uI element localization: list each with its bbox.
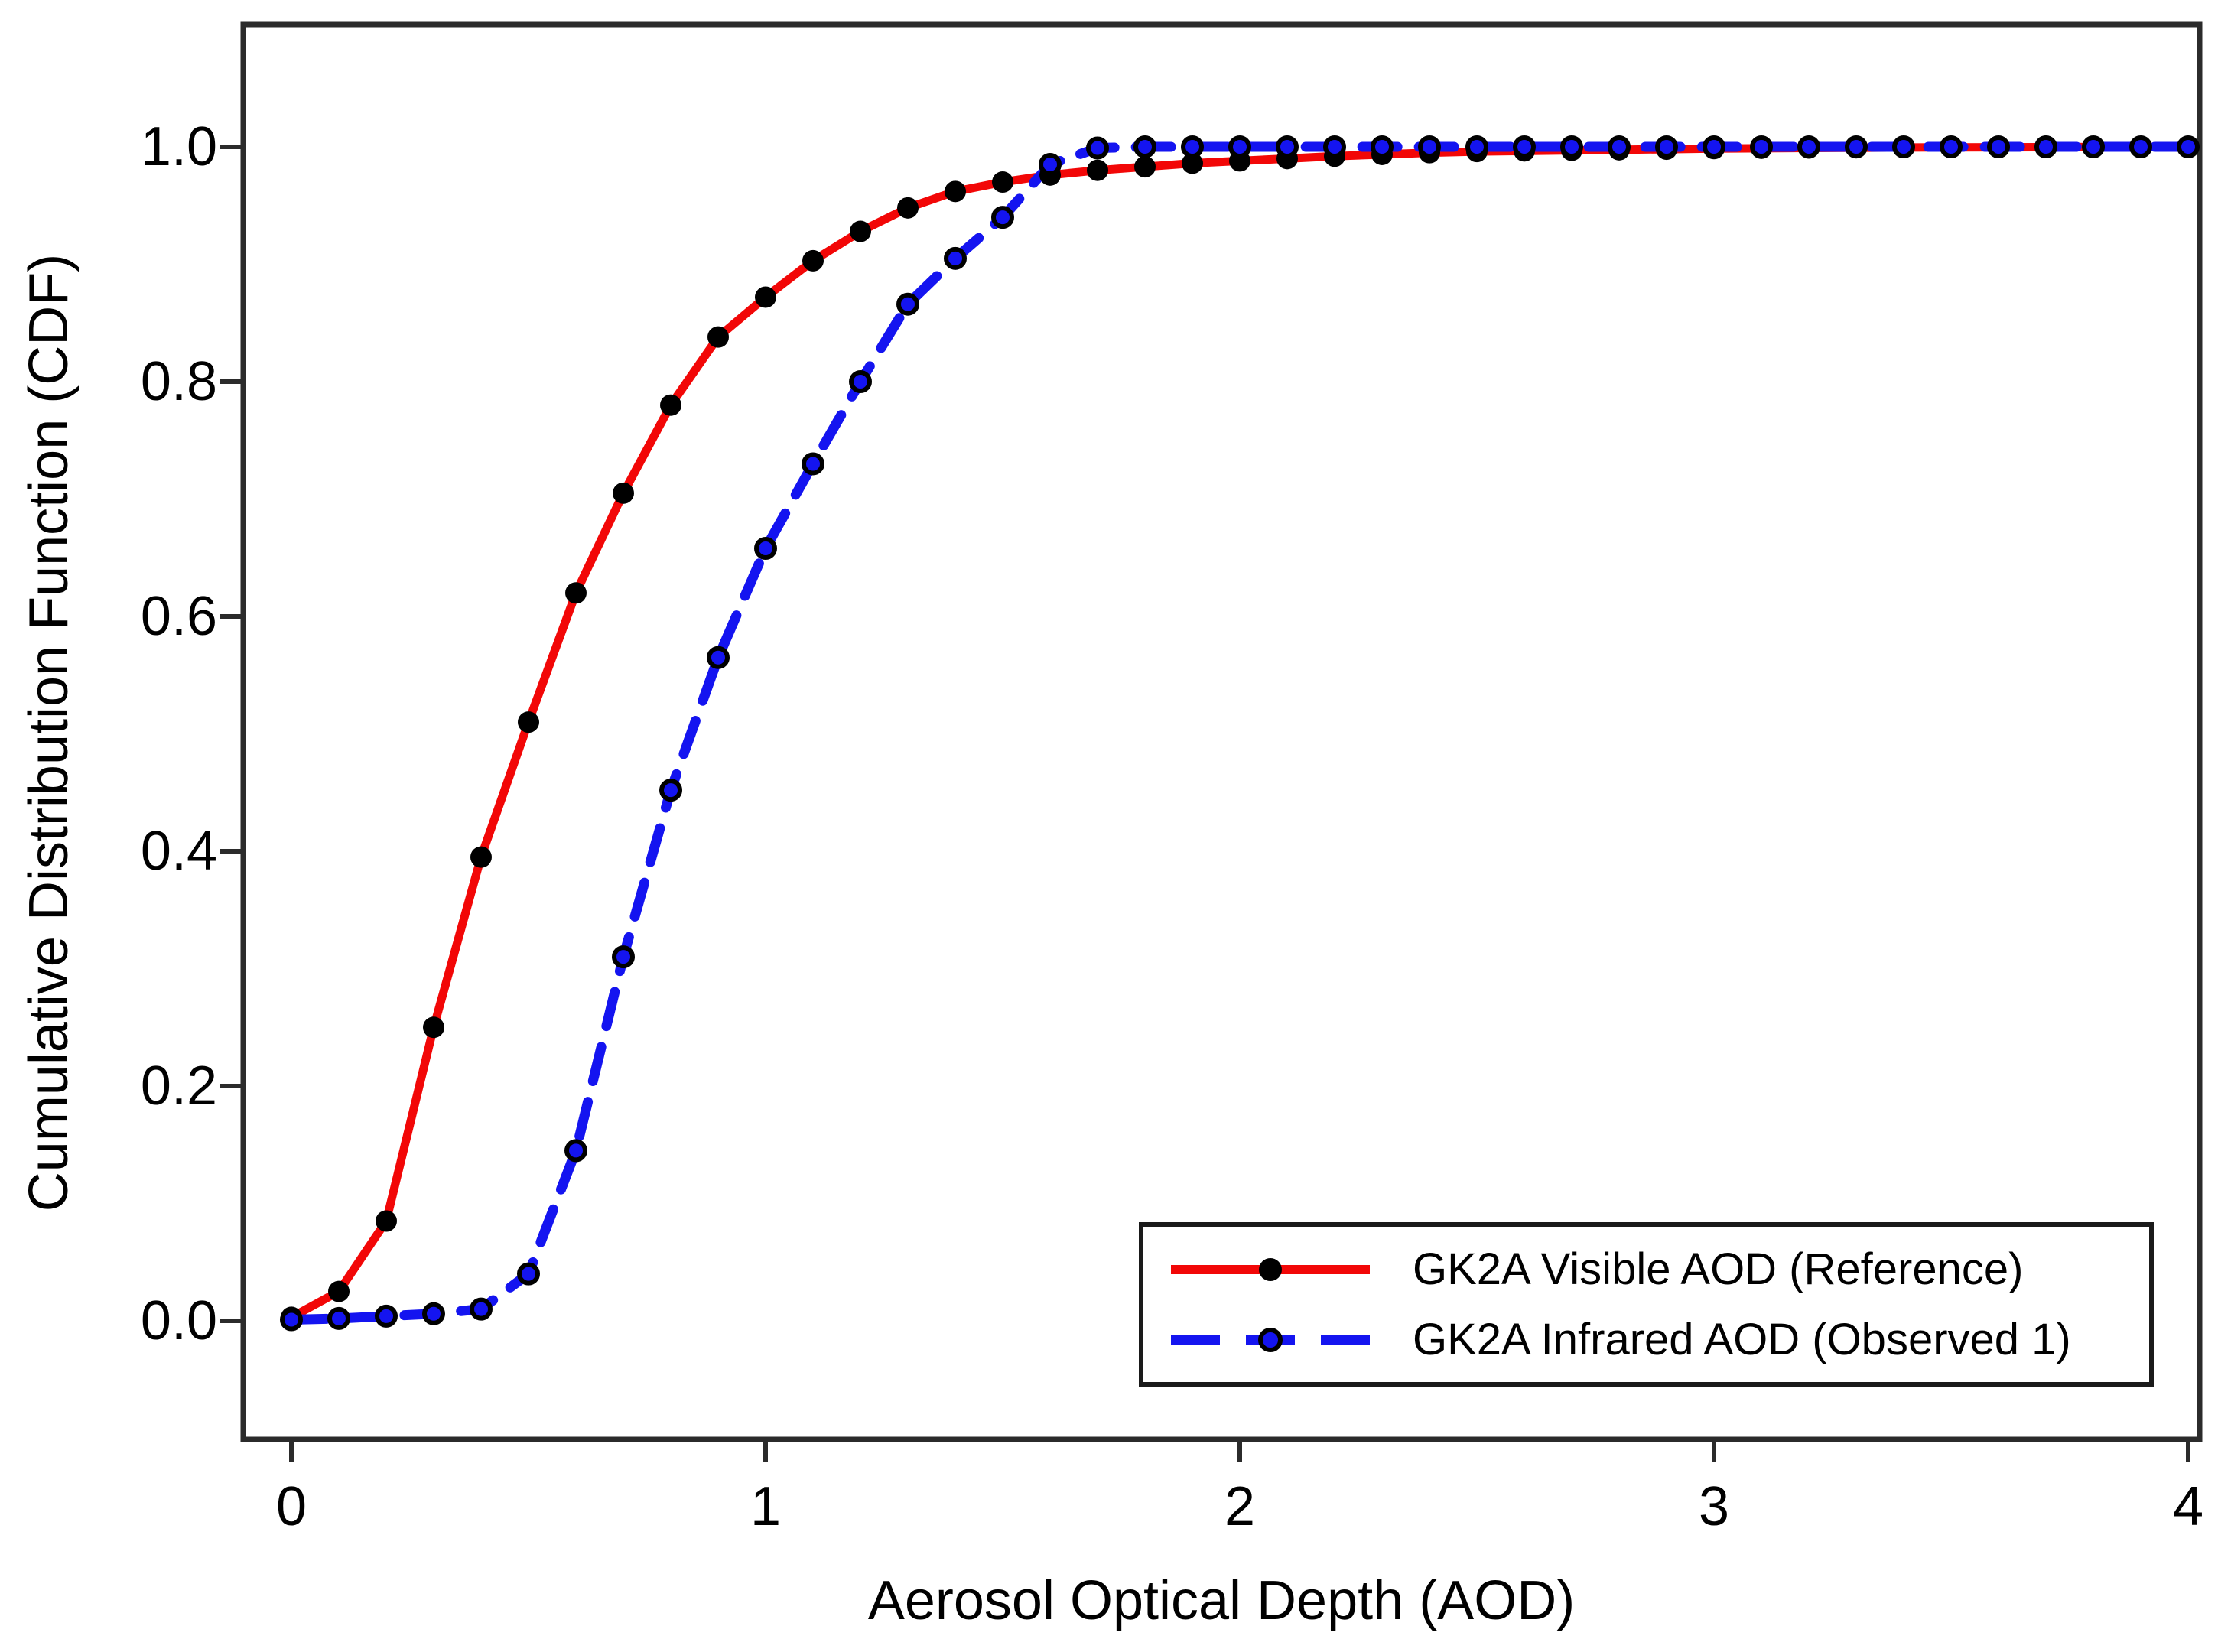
y-tick-label: 0.6: [140, 586, 217, 647]
red-series-marker: [376, 1210, 397, 1232]
blue-series-marker: [1750, 135, 1773, 158]
x-tick-label: 3: [1698, 1476, 1730, 1537]
red-series-marker: [897, 197, 919, 219]
blue-series-marker: [991, 206, 1014, 229]
blue-series-marker: [1133, 135, 1156, 158]
legend-row-visible: GK2A Visible AOD (Reference): [1163, 1234, 2149, 1305]
blue-series-marker: [612, 945, 635, 969]
red-series-marker: [660, 394, 681, 416]
legend-row-infrared: GK2A Infrared AOD (Observed 1): [1163, 1305, 2149, 1375]
red-series-marker: [850, 220, 871, 242]
red-series-marker: [613, 482, 634, 504]
blue-series-marker: [754, 536, 777, 560]
red-series-marker: [707, 326, 729, 348]
red-series-marker: [328, 1280, 350, 1302]
y-axis-title: Cumulative Distribution Function (CDF): [18, 253, 80, 1212]
blue-series-marker: [1276, 135, 1299, 158]
red-series-marker: [755, 286, 776, 308]
blue-series-marker: [1228, 135, 1251, 158]
blue-series-marker: [470, 1297, 493, 1321]
y-tick-label: 0.2: [140, 1055, 217, 1117]
red-series-marker: [992, 171, 1013, 193]
x-tick-label: 4: [2172, 1476, 2204, 1537]
y-tick-label: 0.8: [140, 351, 217, 412]
blue-series-marker: [1940, 135, 1963, 158]
blue-series-marker: [849, 370, 872, 393]
red-series-marker: [802, 249, 824, 272]
blue-series-marker: [1560, 135, 1583, 158]
blue-series-marker: [2082, 135, 2105, 158]
x-axis-title: Aerosol Optical Depth (AOD): [867, 1570, 1576, 1631]
blue-series-marker: [1513, 135, 1536, 158]
blue-series-marker: [564, 1139, 587, 1163]
blue-series-marker: [1418, 135, 1441, 158]
red-series-marker: [518, 711, 539, 733]
blue-series-marker: [1371, 135, 1394, 158]
blue-series-marker: [896, 292, 919, 316]
legend-label-infrared-aod: GK2A Infrared AOD (Observed 1): [1413, 1315, 2071, 1364]
red-series-marker: [1134, 156, 1156, 178]
red-series-marker: [1182, 152, 1203, 174]
legend-sample-red-solid-line: [1171, 1257, 1370, 1281]
y-tick-label: 1.0: [140, 116, 217, 177]
blue-series-marker: [280, 1308, 303, 1332]
blue-series-marker: [802, 452, 824, 476]
red-series-marker: [423, 1016, 444, 1039]
blue-series-marker: [1181, 135, 1204, 158]
blue-series-marker: [944, 246, 967, 270]
plot-frame: [240, 21, 2203, 1442]
red-series-marker: [470, 846, 492, 868]
blue-series-marker: [375, 1304, 398, 1328]
x-tick-label: 1: [750, 1476, 782, 1537]
blue-series-marker: [1797, 135, 1820, 158]
blue-series-marker: [659, 779, 682, 802]
legend-box: GK2A Visible AOD (Reference) GK2A Infrar…: [1139, 1222, 2154, 1387]
y-tick-label: 0.4: [140, 821, 217, 882]
y-tick-label: 0.0: [140, 1290, 217, 1351]
blue-series-marker: [1039, 153, 1062, 177]
blue-series-marker: [707, 646, 730, 669]
legend-sample-blue-dashed-line: [1171, 1327, 1370, 1352]
blue-series-marker: [1323, 135, 1346, 158]
blue-series-marker: [1703, 135, 1725, 158]
blue-series-line: [286, 141, 2194, 1325]
blue-series-marker: [1655, 135, 1678, 158]
blue-series-marker: [422, 1302, 445, 1325]
x-tick-label: 2: [1224, 1476, 1256, 1537]
red-series-marker: [565, 582, 587, 604]
x-tick-label: 0: [275, 1476, 307, 1537]
blue-series-marker: [517, 1262, 540, 1286]
blue-series-marker: [1465, 135, 1488, 158]
blue-series-marker: [1086, 136, 1109, 160]
red-series-marker: [1087, 159, 1108, 181]
legend-label-visible-aod: GK2A Visible AOD (Reference): [1413, 1244, 2024, 1294]
blue-series-marker: [2177, 135, 2200, 158]
blue-series-marker: [2034, 135, 2057, 158]
blue-series-marker: [1845, 135, 1868, 158]
red-series-marker: [945, 180, 966, 203]
blue-series-marker: [1892, 135, 1915, 158]
blue-series-marker: [327, 1306, 350, 1330]
blue-series-marker: [2129, 135, 2152, 158]
blue-series-marker: [1608, 135, 1631, 158]
blue-series-marker: [1987, 135, 2010, 158]
